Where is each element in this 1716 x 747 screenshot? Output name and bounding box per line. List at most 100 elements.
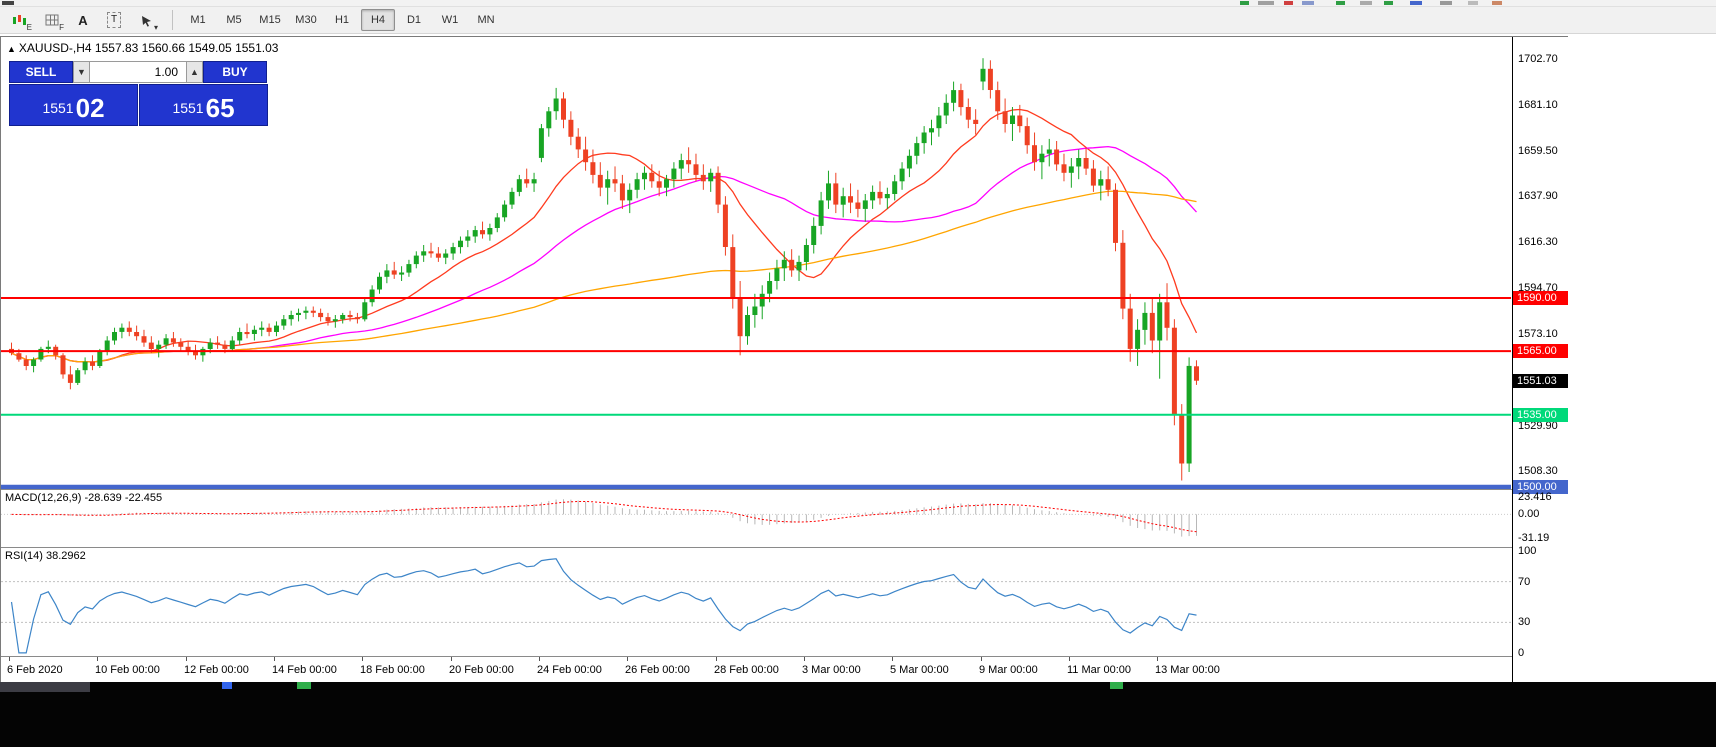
macd-signal-line — [11, 501, 1197, 533]
time-tick — [97, 657, 98, 661]
tf-button-h1[interactable]: H1 — [334, 14, 350, 26]
time-tick — [539, 657, 540, 661]
time-axis-label: 5 Mar 00:00 — [890, 664, 949, 676]
time-tick — [627, 657, 628, 661]
rsi-axis-label: 0 — [1518, 646, 1525, 659]
candles-layer — [9, 58, 1199, 481]
macd-title: MACD(12,26,9) -28.639 -22.455 — [5, 492, 163, 504]
toolbar-fragment — [1492, 1, 1502, 5]
collapse-chart-icon[interactable]: ▲ — [7, 44, 16, 54]
rsi-axis-label: 100 — [1518, 545, 1537, 558]
macd-axis-label: 0.00 — [1518, 508, 1540, 521]
volume-down-button[interactable]: ▼ — [73, 61, 90, 83]
macd-chart — [1, 499, 1511, 537]
rsi-line — [10, 558, 1197, 654]
workspace-empty-area — [1568, 36, 1716, 682]
toolbar-fragment — [1240, 1, 1249, 5]
ma-fast-line — [11, 108, 1198, 363]
tf-button-m1[interactable]: M1 — [190, 14, 206, 26]
toolbar-fragment — [2, 1, 14, 5]
tf-button-m5[interactable]: M5 — [226, 14, 242, 26]
toolbar-fragment — [1384, 1, 1393, 5]
arrows-tool-icon[interactable]: ▾ — [132, 8, 160, 32]
bid-price[interactable]: 1551 02 — [9, 84, 138, 126]
tf-button-w1[interactable]: W1 — [441, 14, 459, 26]
taskbar-fragment — [1110, 682, 1123, 689]
axis-price-label: 1508.30 — [1518, 465, 1558, 478]
taskbar-fragment — [297, 682, 311, 689]
macd-panel[interactable]: MACD(12,26,9) -28.639 -22.455 — [1, 490, 1511, 547]
panel-divider[interactable] — [1, 656, 1567, 657]
axis-price-label: 1659.50 — [1518, 144, 1558, 157]
time-tick — [1157, 657, 1158, 661]
tf-button-m15[interactable]: M15 — [259, 14, 281, 26]
price-level-badge: 1565.00 — [1513, 344, 1568, 359]
time-axis[interactable]: 6 Feb 2020 10 Feb 00:00 12 Feb 00:00 14 Feb… — [1, 657, 1567, 683]
ma-medium-line — [11, 145, 1197, 363]
tf-button-mn[interactable]: MN — [477, 14, 495, 26]
price-chart-panel[interactable]: ▲ XAUUSD-,H4 1557.83 1560.66 1549.05 1551… — [1, 37, 1511, 489]
tf-button-m30[interactable]: M30 — [295, 14, 317, 26]
toolbar-fragment — [1302, 1, 1314, 5]
time-axis-label: 28 Feb 00:00 — [714, 664, 779, 676]
time-tick — [451, 657, 452, 661]
time-tick — [186, 657, 187, 661]
time-tick — [1069, 657, 1070, 661]
price-scale[interactable]: 1702.70 1681.10 1659.50 1637.90 1616.30 1594.… — [1512, 37, 1568, 683]
time-tick — [804, 657, 805, 661]
macd-axis-label: -31.19 — [1518, 531, 1550, 544]
price-level-badge: 1590.00 — [1513, 291, 1568, 305]
volume-up-button[interactable]: ▲ — [186, 61, 203, 83]
time-axis-label: 24 Feb 00:00 — [537, 664, 602, 676]
rsi-chart — [1, 558, 1511, 654]
rsi-axis-label: 30 — [1518, 616, 1531, 629]
time-axis-label: 18 Feb 00:00 — [360, 664, 425, 676]
chart-toolbar: E F A T ▾ M1 M5 M15 M30 H1 H4 D1 W1 MN — [0, 7, 1716, 34]
volume-input[interactable] — [90, 61, 186, 83]
toolbar-fragment — [1258, 1, 1274, 5]
rsi-axis-label: 70 — [1518, 575, 1531, 588]
ask-price[interactable]: 1551 65 — [139, 84, 268, 126]
macd-histogram — [18, 499, 1197, 537]
time-axis-label: 6 Feb 2020 — [7, 664, 63, 676]
time-axis-label: 20 Feb 00:00 — [449, 664, 514, 676]
panel-divider[interactable] — [1, 489, 1567, 490]
sell-button[interactable]: SELL — [9, 61, 73, 83]
taskbar-fragment — [222, 682, 232, 689]
candlestick-chart[interactable] — [1, 37, 1511, 489]
time-tick — [274, 657, 275, 661]
time-axis-label: 14 Feb 00:00 — [272, 664, 337, 676]
toolbar-fragment — [1468, 1, 1478, 5]
time-axis-label: 9 Mar 00:00 — [979, 664, 1038, 676]
buy-button[interactable]: BUY — [203, 61, 267, 83]
toolbar-fragment — [1360, 1, 1372, 5]
toolbar-fragment — [1336, 1, 1345, 5]
macd-axis-label: 23.416 — [1518, 491, 1552, 504]
ma-slow-line — [11, 190, 1197, 363]
axis-price-label: 1573.10 — [1518, 327, 1558, 340]
axis-price-label: 1702.70 — [1518, 52, 1558, 65]
time-tick — [9, 657, 10, 661]
tf-button-h4[interactable]: H4 — [361, 9, 395, 31]
axis-price-label: 1529.90 — [1518, 419, 1558, 432]
price-level-badge: 1535.00 — [1513, 407, 1568, 422]
taskbar-fragment — [0, 682, 90, 692]
time-axis-label: 13 Mar 00:00 — [1155, 664, 1220, 676]
text-label-tool-icon[interactable]: T — [100, 8, 128, 32]
rsi-panel[interactable]: RSI(14) 38.2962 — [1, 548, 1511, 656]
panel-divider[interactable] — [1, 547, 1567, 548]
toolbar-fragment — [1284, 1, 1293, 5]
toolbar-separator — [172, 10, 173, 30]
axis-price-label: 1616.30 — [1518, 236, 1558, 249]
candles-e-icon[interactable]: E — [6, 8, 34, 32]
time-tick — [716, 657, 717, 661]
time-axis-label: 3 Mar 00:00 — [802, 664, 861, 676]
text-tool-icon[interactable]: A — [78, 12, 88, 28]
rsi-title: RSI(14) 38.2962 — [5, 550, 86, 562]
tf-button-d1[interactable]: D1 — [406, 14, 422, 26]
time-axis-label: 26 Feb 00:00 — [625, 664, 690, 676]
time-tick — [981, 657, 982, 661]
grid-f-icon[interactable]: F — [38, 8, 66, 32]
